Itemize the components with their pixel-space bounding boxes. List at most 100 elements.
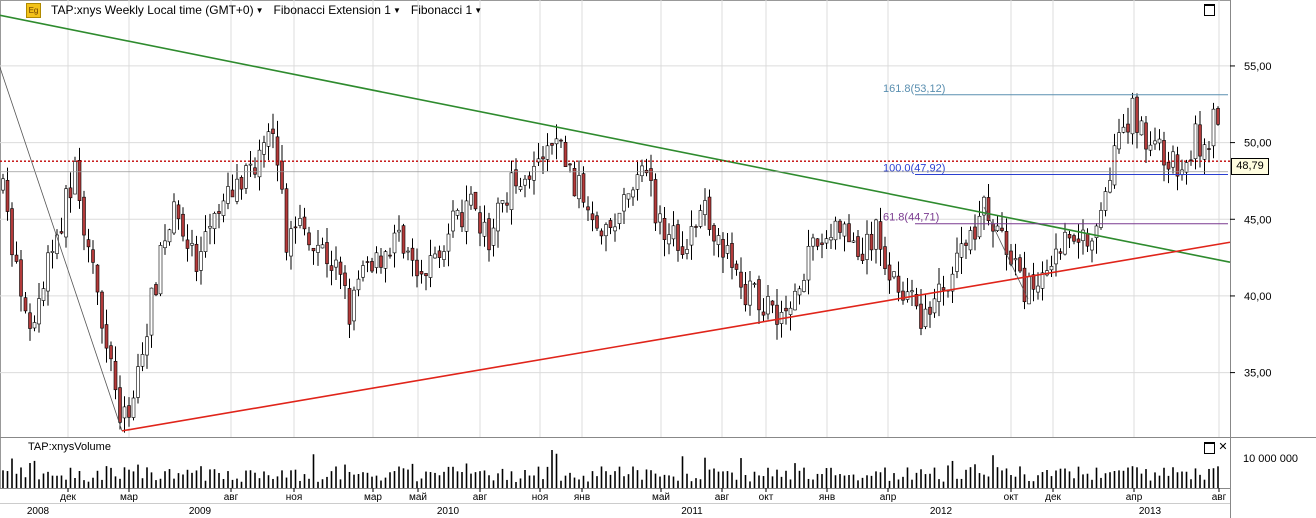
candle-up (748, 280, 752, 306)
candle-down (869, 233, 874, 251)
candle-up (532, 166, 536, 181)
candle-up (797, 288, 802, 296)
candle-up (334, 259, 338, 268)
candle-down (541, 156, 545, 160)
candle-up (320, 244, 325, 249)
candle-down (460, 212, 464, 228)
candle-up (635, 174, 640, 190)
candle-down (77, 160, 82, 201)
zigzag-line (983, 206, 1029, 300)
candle-up (1112, 145, 1117, 186)
candle-up (703, 200, 707, 215)
candle-down (329, 265, 334, 271)
candle-down (307, 232, 311, 246)
caret-down-icon: ▼ (392, 5, 401, 15)
candle-up (316, 244, 320, 253)
candle-up (455, 210, 460, 216)
candle-up (1094, 225, 1099, 238)
x-month-label: апр (880, 492, 897, 503)
candle-down (775, 304, 779, 325)
candle-up (131, 397, 136, 418)
x-month-label: янв (574, 492, 590, 503)
candle-down (1072, 235, 1076, 242)
candle-up (604, 224, 608, 237)
candle-down (5, 180, 10, 212)
candle-up (865, 233, 869, 260)
candle-down (23, 297, 28, 312)
candle-up (167, 229, 172, 243)
candle-up (905, 291, 910, 300)
x-month-label: авг (1212, 492, 1227, 503)
symbol-menu[interactable]: TAP:xnys Weekly Local time (GMT+0) ▼ (51, 3, 264, 17)
x-month-label: янв (819, 492, 835, 503)
x-year-label: 2011 (681, 506, 703, 517)
candle-up (1121, 126, 1126, 133)
candle-up (1063, 231, 1067, 255)
candle-up (833, 220, 838, 241)
candle-down (586, 206, 590, 211)
candle-down (1031, 274, 1036, 290)
candle-up (1090, 240, 1094, 251)
candle-up (1054, 248, 1058, 265)
candle-down (275, 136, 280, 166)
zigzag-line (0, 67, 123, 431)
x-month-label: май (652, 492, 670, 503)
candle-up (802, 280, 806, 292)
candle-down (113, 360, 118, 391)
maximize-icon[interactable] (1204, 442, 1215, 454)
candle-up (613, 226, 617, 232)
candle-up (361, 265, 365, 278)
candle-down (986, 197, 991, 221)
candle-down (415, 259, 419, 277)
candle-down (284, 188, 289, 253)
candle-down (662, 217, 667, 240)
fib-extension-menu[interactable]: Fibonacci Extension 1 ▼ (274, 3, 401, 17)
candle-down (154, 284, 158, 296)
candle-up (140, 354, 145, 367)
fib-level-label: 161.8(53,12) (883, 83, 945, 95)
candle-down (1198, 124, 1202, 157)
candle-down (217, 211, 221, 214)
candle-up (1184, 162, 1189, 173)
candle-down (730, 243, 734, 268)
candle-up (55, 234, 59, 254)
candle-down (721, 239, 725, 258)
candle-up (383, 251, 388, 269)
candle-up (356, 278, 361, 291)
x-month-label: авг (715, 492, 730, 503)
candle-down (1000, 227, 1004, 231)
candle-up (626, 193, 631, 200)
candle-up (392, 232, 397, 254)
candle-up (1036, 285, 1040, 293)
candle-down (311, 247, 316, 252)
candle-up (667, 234, 671, 245)
candle-down (599, 230, 604, 237)
candle-down (1144, 122, 1148, 150)
maximize-icon[interactable] (1204, 4, 1215, 16)
candle-down (194, 243, 199, 272)
caret-down-icon: ▼ (474, 5, 483, 15)
candle-down (487, 218, 491, 251)
x-year-label: 2013 (1139, 506, 1162, 517)
candle-down (410, 247, 415, 261)
candle-up (482, 221, 487, 237)
candle-down (280, 160, 284, 190)
current-price-tag: 48,79 (1231, 158, 1269, 175)
close-icon[interactable]: ✕ (1218, 441, 1228, 453)
volume-tick-label: 10 000 000 (1243, 453, 1298, 465)
eg-logo-icon[interactable]: Eg (26, 2, 41, 18)
candle-up (235, 178, 239, 202)
fibonacci-menu[interactable]: Fibonacci 1 ▼ (411, 3, 482, 17)
candle-down (734, 263, 739, 270)
candle-up (221, 200, 226, 216)
candle-up (545, 145, 550, 160)
candle-down (527, 175, 532, 180)
candle-up (811, 237, 815, 247)
candle-up (806, 246, 811, 281)
candle-down (878, 221, 883, 250)
candle-down (19, 259, 23, 297)
candle-down (707, 196, 712, 230)
candle-up (428, 255, 433, 278)
fib-level-label: 100.0(47,92) (883, 162, 945, 174)
